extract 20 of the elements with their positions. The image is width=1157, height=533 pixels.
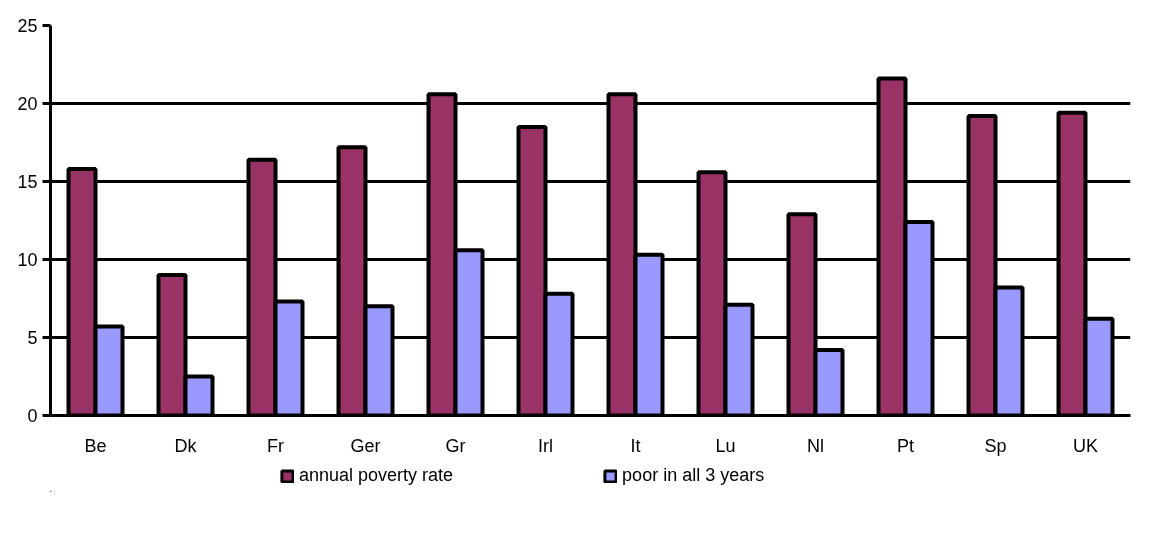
x-tick-label: Irl bbox=[538, 435, 553, 456]
x-tick-label: Fr bbox=[267, 435, 285, 456]
legend-label: annual poverty rate bbox=[299, 465, 454, 486]
x-tick-label: Sp bbox=[984, 435, 1007, 456]
legend-label: poor in all 3 years bbox=[622, 465, 765, 486]
x-tick-label: It bbox=[630, 435, 641, 456]
y-tick-label: 0 bbox=[27, 406, 38, 426]
y-tick-label: 15 bbox=[17, 172, 38, 192]
y-tick-label: 25 bbox=[17, 16, 38, 36]
x-tick-label: Ger bbox=[350, 435, 381, 456]
y-tick-label: 20 bbox=[17, 94, 38, 114]
x-tick-label: Pt bbox=[897, 435, 915, 456]
x-tick-label: Be bbox=[84, 435, 107, 456]
x-tick-label: Gr bbox=[445, 435, 466, 456]
x-tick-label: Dk bbox=[174, 435, 198, 456]
x-tick-label: UK bbox=[1073, 435, 1099, 456]
y-tick-label: 5 bbox=[27, 328, 38, 348]
y-tick-label: 10 bbox=[17, 250, 38, 270]
x-tick-label: Lu bbox=[715, 435, 736, 456]
x-tick-label: Nl bbox=[807, 435, 824, 456]
